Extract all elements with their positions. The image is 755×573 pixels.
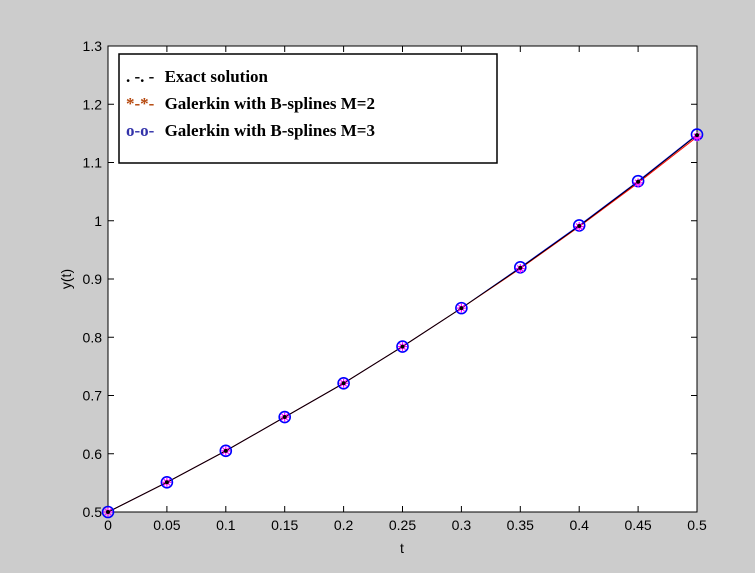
series-layer — [101, 128, 704, 519]
series-exact-point — [106, 510, 110, 514]
x-tick-label: 0.4 — [569, 517, 589, 533]
legend-entry-m3: o-o- Galerkin with B-splines M=3 — [126, 121, 375, 140]
x-tick-label: 0.25 — [389, 517, 416, 533]
x-tick-label: 0.05 — [153, 517, 180, 533]
x-tick-label: 0.35 — [507, 517, 534, 533]
series-exact-point — [223, 448, 228, 453]
y-tick-label: 0.7 — [83, 388, 103, 404]
series-exact-point — [459, 306, 464, 311]
series-m3-point — [337, 376, 350, 390]
y-tick-label: 0.8 — [83, 329, 103, 345]
y-axis-label: y(t) — [58, 269, 74, 289]
x-tick-label: 0.3 — [452, 517, 472, 533]
x-tick-label: 0.2 — [334, 517, 354, 533]
series-m3-point — [219, 444, 233, 458]
series-exact-point — [695, 133, 699, 138]
series-m3-point — [396, 340, 409, 353]
series-exact-point — [636, 179, 641, 184]
series-exact-point — [400, 344, 405, 349]
x-tick-label: 0.45 — [624, 517, 651, 533]
y-tick-label: 1.1 — [83, 155, 103, 171]
x-tick-label: 0 — [104, 517, 112, 533]
axis-ticks: 0 0.05 0.1 0.15 0.2 0.25 0.3 0.35 0.4 0.45 0.5 0.5 0… — [83, 38, 707, 533]
x-axis-label: t — [400, 540, 404, 556]
legend-marker-exact: . -. - — [126, 67, 155, 86]
legend-label-m2: Galerkin with B-splines M=2 — [165, 94, 375, 113]
series-exact-point — [282, 415, 287, 420]
x-tick-label: 0.1 — [216, 517, 236, 533]
legend: . -. - Exact solution *-*- Galerkin with… — [118, 53, 498, 164]
series-exact-point — [518, 265, 523, 270]
legend-box — [118, 53, 498, 164]
y-tick-label: 0.5 — [83, 504, 103, 520]
series-m3-point — [160, 475, 174, 489]
series-exact-point — [164, 480, 169, 485]
legend-marker-m2: *-*- — [126, 94, 155, 113]
series-m3-point — [101, 505, 115, 519]
x-tick-label: 0.15 — [271, 517, 298, 533]
series-m3-point — [278, 410, 292, 424]
legend-label-exact: Exact solution — [165, 67, 269, 86]
legend-label-m3: Galerkin with B-splines M=3 — [165, 121, 375, 140]
series-m3-point — [455, 301, 468, 315]
x-tick-label: 0.5 — [687, 517, 707, 533]
legend-entry-exact: . -. - Exact solution — [126, 67, 269, 86]
y-tick-label: 0.6 — [83, 446, 103, 462]
y-tick-label: 1 — [94, 213, 102, 229]
legend-marker-m3: o-o- — [126, 121, 155, 140]
y-tick-label: 1.2 — [83, 96, 103, 112]
y-tick-label: 1.3 — [83, 38, 103, 54]
series-exact-point — [577, 223, 582, 228]
legend-entry-m2: *-*- Galerkin with B-splines M=2 — [126, 94, 375, 113]
y-tick-label: 0.9 — [83, 271, 103, 287]
series-exact-point — [341, 381, 346, 386]
